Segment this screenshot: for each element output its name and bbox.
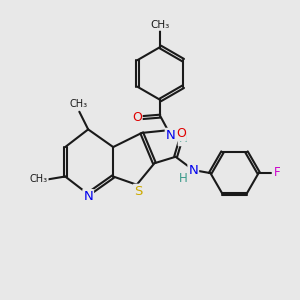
Text: N: N xyxy=(166,129,176,142)
Text: CH₃: CH₃ xyxy=(151,20,170,30)
Text: CH₃: CH₃ xyxy=(30,174,48,184)
Text: O: O xyxy=(132,111,142,124)
Text: F: F xyxy=(274,167,280,179)
Text: S: S xyxy=(134,185,142,198)
Text: O: O xyxy=(176,127,186,140)
Text: CH₃: CH₃ xyxy=(70,99,88,110)
Text: H: H xyxy=(178,172,188,185)
Text: N: N xyxy=(188,164,198,176)
Text: H: H xyxy=(178,132,188,145)
Text: N: N xyxy=(83,190,93,203)
